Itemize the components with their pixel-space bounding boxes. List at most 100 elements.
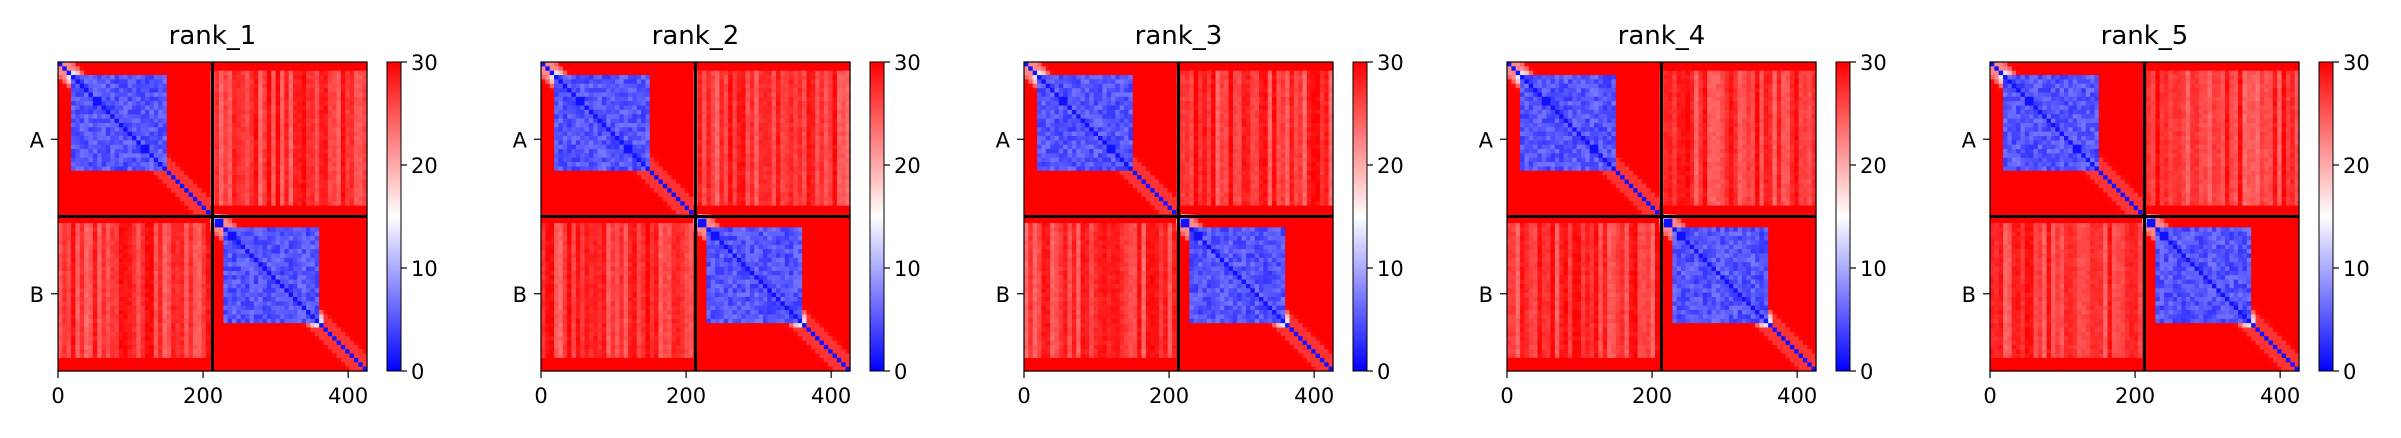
heatmap-cell <box>162 83 168 89</box>
heatmap-cell <box>114 344 120 350</box>
heatmap-cell <box>232 231 238 237</box>
heatmap-cell <box>301 292 307 298</box>
heatmap-cell <box>145 179 150 185</box>
heatmap-cell <box>145 323 150 329</box>
heatmap-cell <box>284 170 290 176</box>
heatmap-cell <box>127 144 133 150</box>
heatmap-cell <box>101 249 107 255</box>
heatmap-cell <box>179 62 185 67</box>
heatmap-cell <box>166 153 172 159</box>
heatmap-cell <box>293 79 298 85</box>
heatmap-cell <box>266 253 272 259</box>
heatmap-cell <box>105 162 111 168</box>
heatmap-cell <box>166 314 172 320</box>
heatmap-cell <box>301 70 307 76</box>
heatmap-cell <box>197 66 203 72</box>
heatmap-cell <box>327 340 333 346</box>
heatmap-cell <box>192 75 198 81</box>
heatmap-cell <box>188 327 194 333</box>
heatmap-cell <box>75 131 81 137</box>
heatmap-cell <box>205 292 211 298</box>
heatmap-cell <box>145 140 150 146</box>
heatmap-cell <box>118 79 124 85</box>
heatmap-cell <box>131 266 137 272</box>
heatmap-cell <box>310 223 316 228</box>
heatmap-cell <box>140 114 146 120</box>
heatmap-cell <box>240 253 246 259</box>
heatmap-cell <box>97 118 103 124</box>
heatmap-cell <box>249 270 255 276</box>
heatmap-cell <box>136 236 142 242</box>
heatmap-cell <box>123 266 129 272</box>
heatmap-cell <box>162 327 168 333</box>
heatmap-cell <box>162 279 168 285</box>
heatmap-cell <box>123 127 129 133</box>
heatmap-cell <box>110 340 116 346</box>
heatmap-cell <box>236 131 242 137</box>
heatmap-cell <box>140 83 146 89</box>
heatmap-cell <box>179 318 185 324</box>
heatmap-cell <box>358 236 364 242</box>
heatmap-cell <box>301 236 307 242</box>
heatmap-cell <box>201 175 207 181</box>
heatmap-cell <box>275 62 281 67</box>
heatmap-cell <box>258 357 264 363</box>
heatmap-cell <box>79 157 85 163</box>
heatmap-cell <box>79 344 85 350</box>
heatmap-cell <box>227 279 233 285</box>
heatmap-cell <box>262 75 268 81</box>
heatmap-cell <box>293 109 298 115</box>
heatmap-cell <box>297 149 303 154</box>
heatmap-cell <box>123 201 129 207</box>
heatmap-cell <box>166 244 172 250</box>
heatmap-cell <box>88 135 94 141</box>
heatmap-cell <box>253 336 259 342</box>
heatmap-cell <box>253 149 259 154</box>
heatmap-cell <box>158 131 164 137</box>
heatmap-cell <box>297 114 303 120</box>
heatmap-cell <box>92 96 98 102</box>
heatmap-cell <box>97 266 103 272</box>
heatmap-cell <box>236 70 242 76</box>
heatmap-cell <box>127 209 133 215</box>
heatmap-cell <box>306 301 312 307</box>
heatmap-cell <box>258 114 264 120</box>
heatmap-cell <box>192 318 198 324</box>
heatmap-cell <box>114 253 120 259</box>
heatmap-cell <box>223 344 229 350</box>
heatmap-cell <box>197 227 203 233</box>
heatmap-cell <box>240 166 246 172</box>
heatmap-cell <box>201 79 207 85</box>
heatmap-cell <box>310 323 316 329</box>
heatmap-cell <box>327 231 333 237</box>
heatmap-cell <box>362 153 368 159</box>
heatmap-cell <box>288 270 294 276</box>
heatmap-cell <box>114 205 120 211</box>
heatmap-cell <box>114 166 120 172</box>
heatmap-cell <box>179 66 185 72</box>
heatmap-cell <box>123 231 129 237</box>
heatmap-cell <box>236 257 242 263</box>
heatmap-cell <box>314 83 320 89</box>
heatmap-cell <box>323 62 329 67</box>
heatmap-cell <box>205 170 211 176</box>
heatmap-cell <box>158 331 164 337</box>
heatmap-cell <box>192 96 198 102</box>
heatmap-cell <box>236 196 242 202</box>
heatmap-cell <box>79 353 85 359</box>
heatmap-cell <box>140 201 146 207</box>
heatmap-cell <box>105 310 111 316</box>
heatmap-cell <box>358 327 364 333</box>
heatmap-cell <box>245 292 251 298</box>
heatmap-cell <box>145 96 150 102</box>
heatmap-cell <box>345 75 351 81</box>
heatmap-cell <box>245 162 251 168</box>
heatmap-cell <box>345 183 351 189</box>
heatmap-cell <box>127 188 133 194</box>
heatmap-cell <box>249 118 255 124</box>
heatmap-cell <box>310 314 316 320</box>
heatmap-cell <box>197 196 203 202</box>
heatmap-cell <box>223 183 229 189</box>
heatmap-cell <box>349 140 355 146</box>
heatmap-cell <box>288 183 294 189</box>
